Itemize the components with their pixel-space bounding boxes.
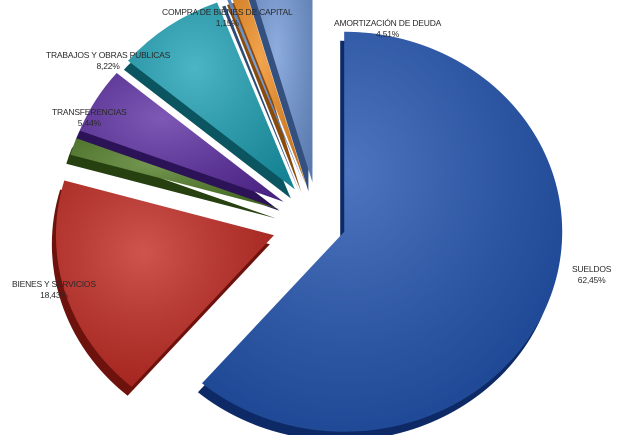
slice-side [222,5,300,194]
label-sueldos: SUELDOS 62,45% [572,264,611,286]
label-compra-name: COMPRA DE BIENES DE CAPITAL [162,7,293,17]
label-transferencias: TRANSFERENCIAS 5,44% [52,107,127,129]
label-amortizacion-name: AMORTIZACIÓN DE DEUDA [334,18,442,28]
label-trabajos-name: TRABAJOS Y OBRAS PUBLICAS [46,50,171,60]
slice-shading [232,0,306,184]
label-transferencias-value: 5,44% [77,118,101,128]
label-bienes-value: 18,43% [40,290,68,300]
label-transferencias-name: TRANSFERENCIAS [52,107,127,117]
slice-shading [202,31,563,432]
label-bienes-name: BIENES Y SERVICIOS [12,279,96,289]
label-bienes-servicios: BIENES Y SERVICIOS 18,43% [12,279,96,301]
label-sueldos-value: 62,45% [577,275,606,285]
label-trabajos-value: 8,22% [96,61,120,71]
slice-shading [55,180,274,387]
label-compra-value: 1,15% [215,18,239,28]
slice-shading [227,0,305,185]
label-sueldos-name: SUELDOS [572,264,612,274]
label-amortizacion: AMORTIZACIÓN DE DEUDA 4,51% [334,18,441,40]
slice-shading [79,73,284,202]
slice-shading [128,2,295,190]
slice-side [227,0,302,193]
label-trabajos-obras: TRABAJOS Y OBRAS PUBLICAS 8,22% [46,50,170,72]
slice-shading [70,138,281,210]
label-amortizacion-value: 4,51% [376,29,400,39]
label-compra-bienes-capital: COMPRA DE BIENES DE CAPITAL 1,15% [162,7,293,29]
slice-shading [255,0,313,183]
